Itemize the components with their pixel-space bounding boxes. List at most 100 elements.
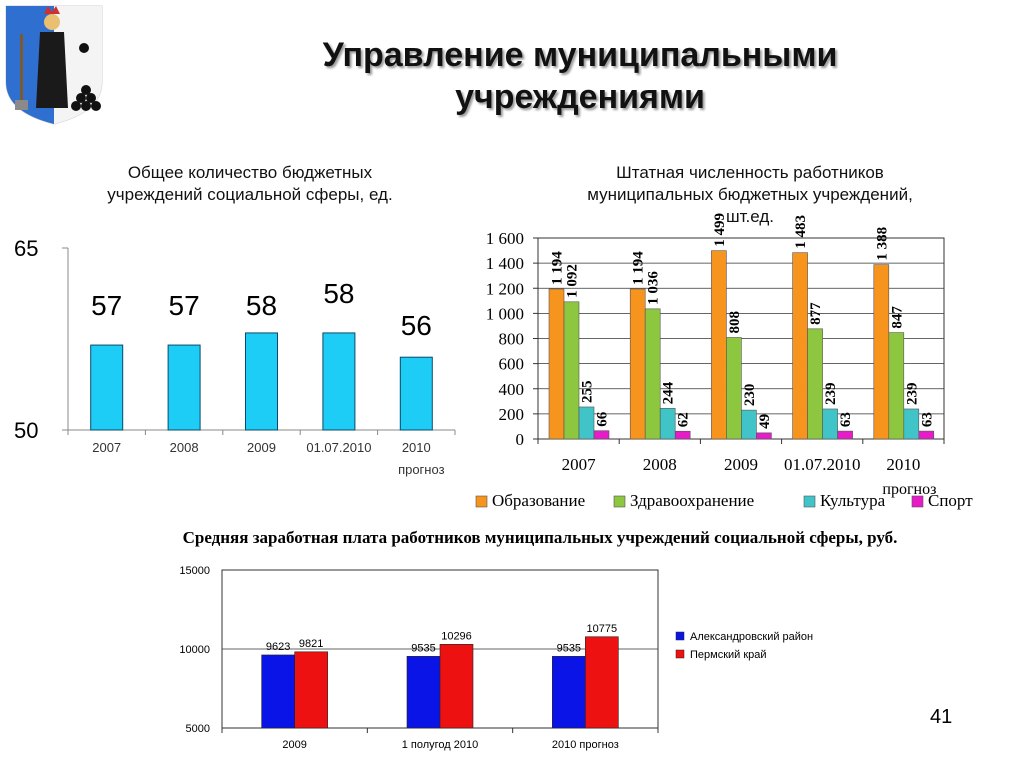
chart1-title-line2: учреждений социальной сферы, ед. (107, 185, 393, 204)
chart2-data-label: 230 (742, 384, 758, 407)
chart1-title-line1: Общее количество бюджетных (127, 163, 373, 182)
chart3-legend-swatch (675, 631, 685, 641)
chart1-y-tick-label: 50 (14, 418, 38, 443)
chart2-data-label: 1 194 (631, 251, 647, 285)
chart3-x-tick-label: 1 полугод 2010 (402, 739, 479, 751)
chart2-data-label: 877 (808, 302, 824, 325)
chart2-legend-label: Спорт (928, 491, 973, 510)
chart2-y-tick-label: 800 (499, 330, 525, 349)
chart1-bar (322, 332, 356, 431)
chart2-bar (888, 332, 905, 440)
chart2-bar (807, 328, 823, 440)
chart2-data-label: 244 (661, 381, 677, 404)
chart2-bar (593, 430, 610, 440)
chart2-title-line1: Штатная численность работников (616, 163, 884, 182)
chart2-bar (548, 288, 565, 440)
chart1-data-label: 57 (169, 290, 200, 321)
chart3-data-label: 10775 (587, 623, 618, 635)
chart2-data-label: 1 092 (565, 264, 581, 298)
coat-of-arms-icon (4, 4, 104, 126)
chart2-bar (873, 264, 890, 440)
chart1-x-tick-label: 2008 (170, 440, 199, 455)
chart2-y-tick-label: 0 (516, 430, 525, 449)
chart3-svg: 5000 10000 15000 9623 9821 2009 9535 10296 1 пол… (179, 565, 813, 751)
chart3-legend-label: Пермский край (690, 649, 767, 661)
chart3-x-tick-label: 2009 (282, 739, 306, 751)
chart2-data-label: 255 (580, 380, 596, 403)
chart2-legend-swatch (475, 495, 488, 508)
chart2-bar (711, 250, 727, 440)
chart2-title-line2: муниципальных бюджетных учреждений, (587, 185, 913, 204)
chart2-bar (644, 308, 661, 440)
chart1-bar (245, 332, 278, 431)
chart2-title-line3: шт.ед. (726, 207, 774, 226)
chart2-legend-swatch (911, 495, 924, 508)
chart2-data-label: 49 (757, 414, 773, 429)
chart3-data-label: 10296 (441, 630, 472, 642)
chart1-x-tick-label: 01.07.2010 (306, 440, 371, 455)
chart2-y-tick-label: 1 200 (486, 279, 524, 298)
chart2-data-label: 1 388 (874, 227, 890, 261)
chart2-data-label: 1 483 (793, 215, 809, 249)
chart2-bar (837, 430, 853, 440)
chart2-x-tick-label: 2010 (886, 455, 920, 474)
chart3-data-label: 9535 (557, 642, 581, 654)
chart3-bar (585, 636, 619, 729)
chart2-bar (822, 408, 838, 440)
chart2-data-label: 63 (919, 412, 935, 427)
chart3-data-label: 9821 (299, 638, 323, 650)
chart2-bar (659, 408, 676, 440)
chart2-x-tick-label: 01.07.2010 (784, 455, 861, 474)
chart2-bar (726, 337, 742, 440)
chart3-data-label: 9623 (266, 641, 290, 653)
chart1-data-label: 58 (246, 290, 277, 321)
chart3-x-tick-label: 2010 прогноз (552, 739, 619, 751)
page-number: 41 (930, 706, 953, 728)
page-title-line1: Управление муниципальными (322, 36, 838, 74)
chart2-data-label: 63 (838, 412, 854, 427)
chart3-y-tick-label: 5000 (186, 723, 210, 735)
chart2-title: Штатная численность работников муниципал… (540, 162, 960, 228)
chart3-title: Средняя заработная плата работников муни… (182, 528, 898, 547)
chart2-bar (578, 406, 595, 440)
chart2-data-label: 847 (889, 306, 905, 329)
chart3-bar (439, 644, 474, 729)
chart2-bar (756, 432, 772, 440)
chart3-legend-label: Александровский район (690, 631, 813, 643)
chart2-y-tick-label: 1 600 (486, 229, 524, 248)
chart1-title: Общее количество бюджетных учреждений со… (60, 162, 440, 206)
chart1-bar (399, 356, 433, 431)
chart1-x-tick-sublabel: прогноз (398, 462, 445, 477)
chart2-y-tick-label: 1 400 (486, 254, 524, 273)
chart2-y-tick-label: 200 (499, 405, 525, 424)
chart2-data-label: 239 (823, 382, 839, 405)
chart2-bar (563, 301, 580, 440)
chart2-legend-swatch (613, 495, 626, 508)
chart2-bar (629, 288, 646, 440)
chart3-bar (261, 654, 295, 729)
chart1-data-label: 56 (401, 310, 432, 341)
chart2-y-tick-label: 600 (499, 355, 525, 374)
chart1-x-tick-label: 2009 (247, 440, 276, 455)
chart1-data-label: 57 (91, 290, 122, 321)
chart2-data-label: 808 (727, 311, 743, 334)
chart2-x-tick-label: 2009 (724, 455, 758, 474)
chart3-bar (552, 656, 586, 729)
chart2-legend-label: Культура (820, 491, 886, 510)
chart2-data-label: 1 194 (550, 251, 566, 285)
chart1-y-tick-label: 65 (14, 236, 38, 261)
chart2-data-label: 1 036 (646, 271, 662, 305)
chart2-bar (918, 430, 935, 440)
chart2-data-label: 1 499 (712, 213, 728, 247)
chart2-x-tick-label: 2008 (643, 455, 677, 474)
chart2-bar (792, 252, 808, 440)
chart2-legend-label: Образование (492, 491, 585, 510)
chart3-bar (294, 651, 328, 729)
chart2-data-label: 66 (595, 411, 611, 427)
chart1-x-tick-label: 2007 (92, 440, 121, 455)
chart1-x-tick-label: 2010 (402, 440, 431, 455)
chart2-data-label: 239 (904, 382, 920, 405)
chart2-bar (903, 408, 920, 440)
chart3-data-label: 9535 (411, 642, 435, 654)
